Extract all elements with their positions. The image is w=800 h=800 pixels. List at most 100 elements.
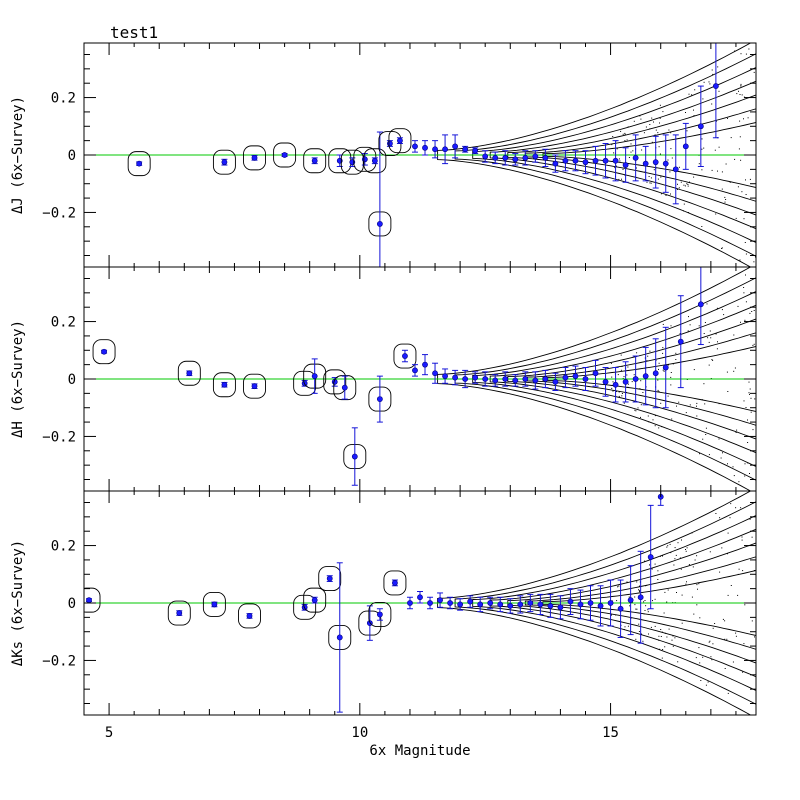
x-axis-label: 6x Magnitude bbox=[369, 743, 470, 759]
data-point bbox=[592, 359, 599, 387]
data-point bbox=[612, 367, 619, 403]
data-point bbox=[482, 150, 489, 163]
point-contour bbox=[177, 360, 201, 386]
y-tick-label: 0.2 bbox=[51, 91, 76, 107]
data-marker bbox=[472, 147, 479, 154]
data-marker bbox=[492, 154, 499, 161]
data-point bbox=[652, 135, 659, 189]
data-point bbox=[662, 326, 669, 409]
data-point bbox=[547, 593, 554, 618]
data-marker bbox=[492, 377, 499, 384]
data-point bbox=[712, 43, 719, 139]
data-marker bbox=[537, 601, 544, 608]
data-marker bbox=[582, 159, 589, 166]
data-point bbox=[477, 596, 484, 613]
data-point bbox=[452, 134, 459, 159]
data-point bbox=[552, 154, 559, 173]
data-point bbox=[462, 369, 469, 389]
faint-star-points bbox=[610, 274, 756, 483]
data-marker bbox=[422, 361, 428, 368]
data-point bbox=[447, 596, 454, 610]
data-point bbox=[467, 595, 474, 608]
point-contour bbox=[243, 145, 266, 171]
data-point bbox=[462, 145, 469, 153]
data-marker bbox=[402, 353, 408, 359]
data-point bbox=[406, 596, 413, 610]
panel-3: −0.2 0 0.2 5 10 15 ΔKs (6x−Survey) bbox=[10, 490, 757, 741]
data-marker bbox=[311, 373, 318, 380]
data-marker bbox=[86, 597, 92, 604]
data-point bbox=[612, 140, 619, 182]
data-marker bbox=[412, 367, 418, 374]
density-contours bbox=[437, 491, 756, 715]
point-contour bbox=[243, 373, 266, 399]
data-point bbox=[432, 140, 439, 159]
data-point bbox=[497, 596, 504, 613]
data-marker bbox=[221, 381, 228, 388]
data-point bbox=[602, 143, 609, 179]
data-marker bbox=[547, 602, 554, 609]
y-tick-label: 0 bbox=[68, 148, 76, 164]
y-tick-label: −0.2 bbox=[42, 205, 76, 221]
data-marker bbox=[552, 160, 559, 167]
data-marker bbox=[662, 364, 669, 371]
data-point bbox=[457, 598, 464, 611]
chart-title: test1 bbox=[110, 23, 158, 42]
data-marker bbox=[557, 604, 564, 611]
data-marker bbox=[677, 338, 684, 345]
data-marker bbox=[387, 140, 393, 147]
data-point bbox=[652, 338, 659, 409]
data-marker bbox=[246, 613, 253, 619]
data-point bbox=[597, 585, 604, 627]
data-point bbox=[617, 579, 624, 638]
data-point bbox=[622, 147, 629, 183]
data-point bbox=[442, 134, 449, 165]
data-point bbox=[452, 369, 459, 386]
y-axis-label: ΔJ (6x−Survey) bbox=[10, 96, 26, 214]
panel-1: −0.2 0 0.2 ΔJ (6x−Survey) bbox=[10, 42, 757, 268]
data-marker bbox=[452, 143, 459, 150]
data-marker bbox=[482, 376, 489, 382]
plot-area bbox=[84, 43, 756, 267]
data-point bbox=[512, 374, 519, 387]
plot-area bbox=[84, 267, 756, 491]
panel-2: −0.2 0 0.2 ΔH (6x−Survey) bbox=[10, 266, 757, 492]
data-point bbox=[662, 134, 669, 193]
data-marker bbox=[602, 378, 609, 385]
data-marker bbox=[136, 160, 143, 167]
data-marker bbox=[522, 154, 529, 161]
data-marker bbox=[437, 597, 443, 604]
data-marker bbox=[351, 453, 358, 460]
point-contour bbox=[318, 566, 342, 592]
data-marker bbox=[397, 137, 403, 144]
data-marker bbox=[251, 154, 258, 161]
data-point bbox=[677, 295, 684, 389]
data-marker bbox=[572, 157, 579, 164]
data-marker bbox=[447, 600, 453, 606]
data-point bbox=[602, 367, 609, 397]
data-marker bbox=[392, 579, 398, 586]
data-marker bbox=[527, 600, 534, 606]
data-point bbox=[562, 367, 569, 389]
data-point bbox=[368, 375, 392, 423]
data-point bbox=[411, 140, 418, 153]
data-point bbox=[587, 585, 594, 621]
data-marker bbox=[376, 396, 383, 403]
data-marker bbox=[422, 144, 428, 151]
data-marker bbox=[376, 221, 383, 227]
data-marker bbox=[371, 157, 378, 164]
data-point bbox=[527, 593, 534, 613]
data-marker bbox=[622, 378, 629, 385]
x-tick-label: 10 bbox=[351, 725, 368, 741]
data-point bbox=[582, 367, 589, 391]
data-marker bbox=[662, 160, 669, 167]
data-point bbox=[627, 565, 634, 636]
data-point bbox=[177, 360, 201, 386]
data-point bbox=[582, 150, 589, 175]
data-marker bbox=[442, 146, 448, 153]
data-marker bbox=[427, 600, 433, 606]
data-point bbox=[212, 372, 236, 398]
data-marker bbox=[482, 153, 489, 160]
data-point bbox=[343, 427, 367, 486]
